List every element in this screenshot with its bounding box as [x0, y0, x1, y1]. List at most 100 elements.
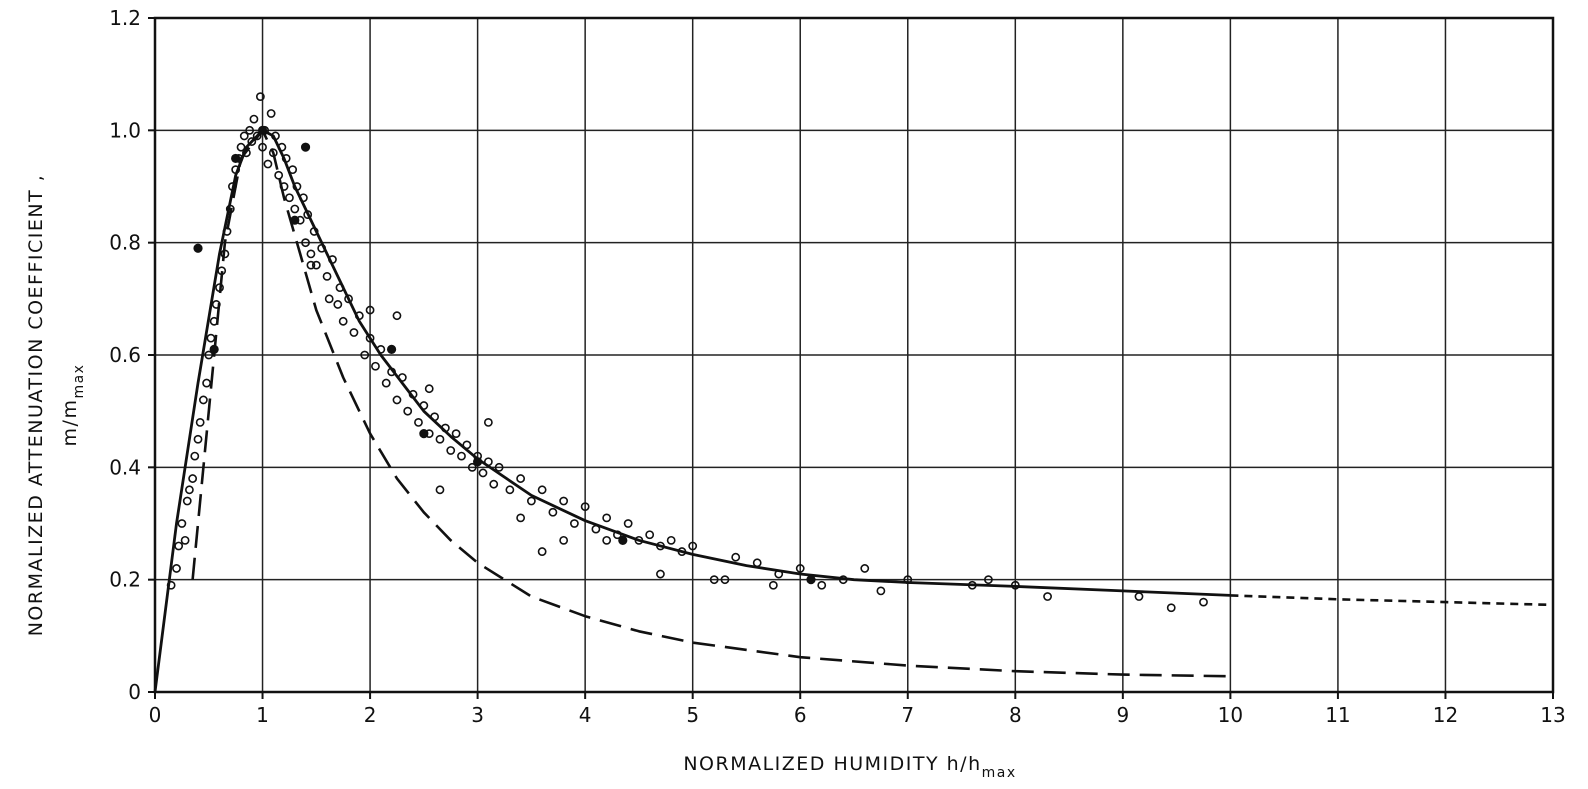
open-circle-point-53 — [311, 260, 321, 270]
open-circle-point-98 — [591, 524, 601, 534]
open-circle-point-49 — [301, 238, 310, 248]
filled-circle-point-4 — [290, 215, 300, 225]
open-circle-point-71 — [397, 373, 407, 382]
open-circle-point-48 — [299, 193, 308, 203]
curves — [153, 128, 1554, 693]
open-circle-point-8 — [190, 451, 200, 461]
open-circle-point-77 — [430, 412, 439, 422]
open-circle-point-112 — [774, 569, 784, 579]
open-circle-point-28 — [245, 125, 255, 135]
x-tick-label-5: 5 — [686, 703, 699, 727]
open-circle-point-15 — [209, 316, 219, 326]
open-circle-point-92 — [526, 496, 536, 506]
y-tick-label-0: 0 — [128, 680, 141, 704]
open-circle-point-97 — [580, 502, 590, 512]
open-circle-point-31 — [252, 131, 262, 141]
filled-circle-point-7 — [419, 429, 429, 439]
open-circle-point-91 — [516, 474, 526, 483]
open-circle-point-113 — [795, 564, 805, 573]
filled-circle-point-10 — [806, 575, 816, 585]
curve-dashed-2 — [191, 129, 1231, 678]
filled-circle-point-5 — [300, 142, 311, 152]
open-circle-point-60 — [338, 316, 348, 326]
y-tick-labels: 0 0.2 0.4 0.6 0.8 1.0 1.2 — [109, 6, 155, 704]
x-tick-label-6: 6 — [794, 703, 807, 727]
open-circle-point-57 — [328, 255, 337, 264]
open-circle-point-36 — [266, 109, 276, 118]
open-circle-point-13 — [204, 350, 214, 360]
open-circle-point-74 — [414, 417, 423, 427]
open-circle-point-72 — [403, 406, 413, 416]
open-circle-point-109 — [731, 552, 741, 562]
open-circle-point-1 — [172, 564, 181, 573]
x-tick-label-4: 4 — [579, 703, 592, 727]
open-circle-point-25 — [236, 142, 246, 152]
open-circle-point-131 — [720, 575, 730, 585]
open-circle-point-119 — [967, 580, 977, 590]
x-tick-label-9: 9 — [1116, 703, 1129, 727]
open-circle-point-66 — [371, 361, 380, 371]
open-circle-point-96 — [570, 519, 579, 528]
open-circle-point-7 — [188, 474, 198, 483]
y-tick-label-4: 0.8 — [109, 231, 141, 255]
open-circle-point-50 — [303, 210, 313, 219]
open-circle-point-128 — [483, 417, 493, 427]
x-axis-title: NORMALIZED HUMIDITY h/hmax — [683, 753, 1016, 781]
open-circle-point-101 — [623, 519, 633, 528]
open-circle-point-55 — [322, 271, 332, 281]
open-circle-point-75 — [419, 401, 429, 410]
open-circle-point-0 — [166, 580, 176, 590]
open-circle-point-56 — [324, 294, 334, 304]
y-tick-label-1: 0.2 — [109, 568, 141, 592]
x-tick-label-13: 13 — [1540, 703, 1565, 727]
open-circle-point-110 — [752, 558, 762, 568]
open-circle-point-22 — [228, 182, 237, 191]
open-circle-point-39 — [274, 170, 284, 180]
x-tick-label-2: 2 — [364, 703, 377, 727]
open-circle-point-88 — [489, 479, 499, 489]
open-circle-point-133 — [559, 535, 569, 545]
x-tick-label-1: 1 — [256, 703, 269, 727]
open-circle-point-73 — [408, 389, 418, 399]
open-circle-point-127 — [424, 384, 434, 394]
open-circle-point-54 — [317, 243, 327, 253]
open-circle-point-12 — [202, 378, 212, 388]
x-axis-title-text: NORMALIZED HUMIDITY h/h — [683, 753, 981, 775]
open-circle-point-116 — [860, 564, 870, 573]
open-circle-point-63 — [354, 311, 364, 321]
x-tick-label-7: 7 — [901, 703, 914, 727]
open-circle-point-45 — [290, 204, 300, 214]
open-circle-point-123 — [1134, 592, 1144, 601]
open-circle-point-90 — [505, 485, 515, 495]
open-circle-point-111 — [768, 580, 778, 590]
open-circle-point-21 — [225, 204, 235, 214]
y-tick-label-2: 0.4 — [109, 455, 141, 479]
open-circle-point-4 — [180, 535, 190, 545]
y-axis-title-line1: NORMALIZED ATTENUATION COEFFICIENT , — [25, 174, 47, 637]
open-circle-point-105 — [666, 535, 676, 545]
filled-circle-point-8 — [473, 457, 483, 467]
y-axis-title-line2: m/mmax — [59, 364, 87, 447]
open-circle-point-84 — [467, 462, 477, 472]
open-circle-point-122 — [1043, 592, 1052, 601]
open-circle-point-59 — [335, 283, 345, 292]
open-circle-point-58 — [333, 300, 343, 309]
open-circle-point-42 — [281, 154, 291, 163]
open-circle-point-93 — [537, 485, 547, 495]
open-circle-point-35 — [263, 159, 273, 169]
open-circle-point-26 — [239, 131, 249, 141]
open-circle-point-5 — [182, 496, 192, 506]
open-circle-point-3 — [177, 519, 187, 528]
open-circle-point-121 — [1010, 580, 1020, 590]
open-circle-point-51 — [306, 249, 316, 259]
open-circle-point-129 — [537, 547, 547, 556]
open-circle-point-132 — [516, 513, 526, 523]
open-circle-point-81 — [451, 429, 461, 439]
y-axis-title: NORMALIZED ATTENUATION COEFFICIENT , m/m… — [25, 174, 87, 637]
open-circle-point-87 — [483, 457, 493, 467]
data-points — [166, 92, 1208, 613]
open-circle-point-79 — [440, 423, 450, 433]
open-circle-point-82 — [457, 451, 466, 461]
x-tick-label-12: 12 — [1433, 703, 1458, 727]
